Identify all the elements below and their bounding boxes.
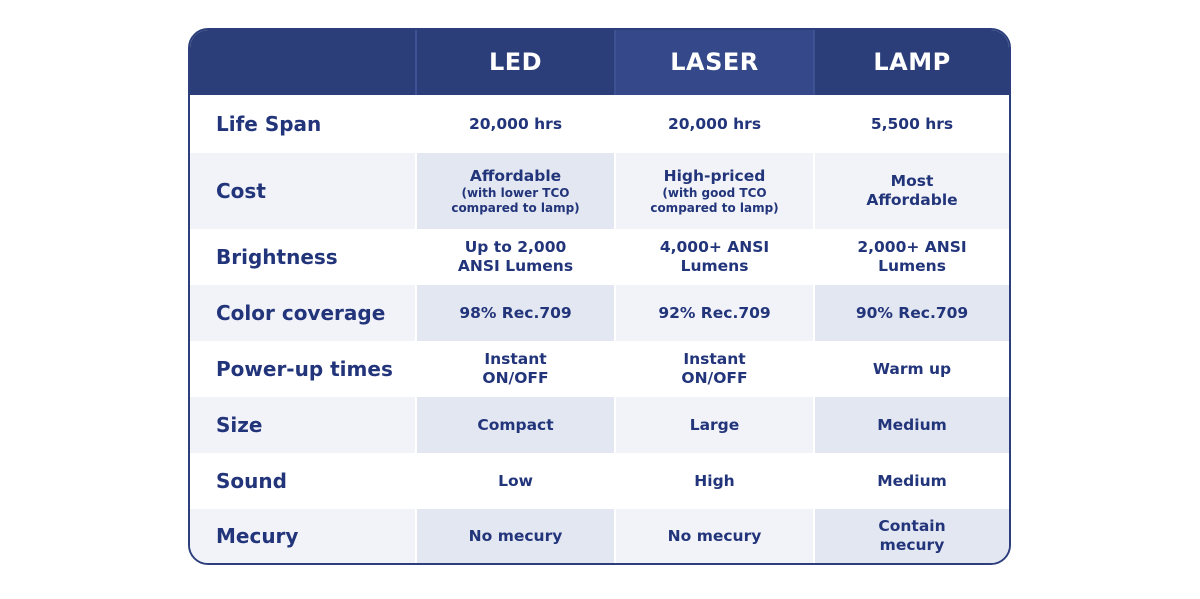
row-label: Life Span [190, 95, 415, 153]
table-cell: High-priced (with good TCO compared to la… [614, 153, 813, 229]
column-header-lamp: LAMP [813, 30, 1009, 95]
cell-value: Most Affordable [866, 172, 958, 209]
row-label: Power-up times [190, 341, 415, 397]
table-cell: High [614, 453, 813, 509]
cell-value: Affordable [469, 166, 562, 185]
row-label: Cost [190, 153, 415, 229]
table-cell: 4,000+ ANSI Lumens [614, 229, 813, 285]
table-cell: No mecury [614, 509, 813, 563]
row-label: Sound [190, 453, 415, 509]
cell-value: Contain mecury [878, 517, 946, 554]
comparison-table: LED LASER LAMP Life Span 20,000 hrs 20,000… [188, 28, 1011, 565]
table-cell: 90% Rec.709 [813, 285, 1009, 341]
table-cell: Medium [813, 397, 1009, 453]
table-cell: No mecury [415, 509, 614, 563]
table-cell: Large [614, 397, 813, 453]
cell-value: 20,000 hrs [468, 114, 563, 133]
cell-value: 92% Rec.709 [658, 303, 771, 322]
cell-value: No mecury [667, 526, 762, 545]
cell-value: Low [498, 471, 533, 490]
column-header-led: LED [415, 30, 614, 95]
cell-value: Instant ON/OFF [681, 350, 748, 387]
cell-value: High [694, 471, 735, 490]
cell-value: Large [689, 415, 740, 434]
cell-value: Compact [477, 415, 554, 434]
cell-value: 5,500 hrs [870, 114, 954, 133]
cell-value: 98% Rec.709 [459, 303, 572, 322]
table-cell: Instant ON/OFF [415, 341, 614, 397]
cell-note: (with lower TCO compared to lamp) [451, 185, 580, 215]
cell-value: Medium [877, 415, 947, 434]
comparison-grid: LED LASER LAMP Life Span 20,000 hrs 20,000… [190, 30, 1009, 563]
table-cell: 2,000+ ANSI Lumens [813, 229, 1009, 285]
table-cell: Affordable (with lower TCO compared to la… [415, 153, 614, 229]
cell-value: 4,000+ ANSI Lumens [659, 238, 770, 275]
table-cell: Warm up [813, 341, 1009, 397]
table-cell: Most Affordable [813, 153, 1009, 229]
table-cell: Up to 2,000 ANSI Lumens [415, 229, 614, 285]
cell-value: High-priced [663, 166, 766, 185]
cell-value: 20,000 hrs [667, 114, 762, 133]
row-label: Size [190, 397, 415, 453]
column-header-laser: LASER [614, 30, 813, 95]
table-cell: 20,000 hrs [415, 95, 614, 153]
cell-note: (with good TCO compared to lamp) [650, 185, 779, 215]
table-cell: Low [415, 453, 614, 509]
cell-value: 90% Rec.709 [855, 303, 969, 322]
cell-value: Medium [877, 471, 947, 490]
cell-value: Warm up [872, 359, 952, 378]
row-label: Mecury [190, 509, 415, 563]
table-cell: 92% Rec.709 [614, 285, 813, 341]
table-cell: Instant ON/OFF [614, 341, 813, 397]
row-label: Color coverage [190, 285, 415, 341]
table-cell: Contain mecury [813, 509, 1009, 563]
header-corner [190, 30, 415, 95]
row-label: Brightness [190, 229, 415, 285]
cell-value: Instant ON/OFF [482, 350, 549, 387]
cell-value: Up to 2,000 ANSI Lumens [457, 238, 574, 275]
table-cell: Compact [415, 397, 614, 453]
cell-value: 2,000+ ANSI Lumens [857, 238, 967, 275]
table-cell: 98% Rec.709 [415, 285, 614, 341]
table-cell: 20,000 hrs [614, 95, 813, 153]
table-cell: Medium [813, 453, 1009, 509]
table-cell: 5,500 hrs [813, 95, 1009, 153]
cell-value: No mecury [468, 526, 563, 545]
